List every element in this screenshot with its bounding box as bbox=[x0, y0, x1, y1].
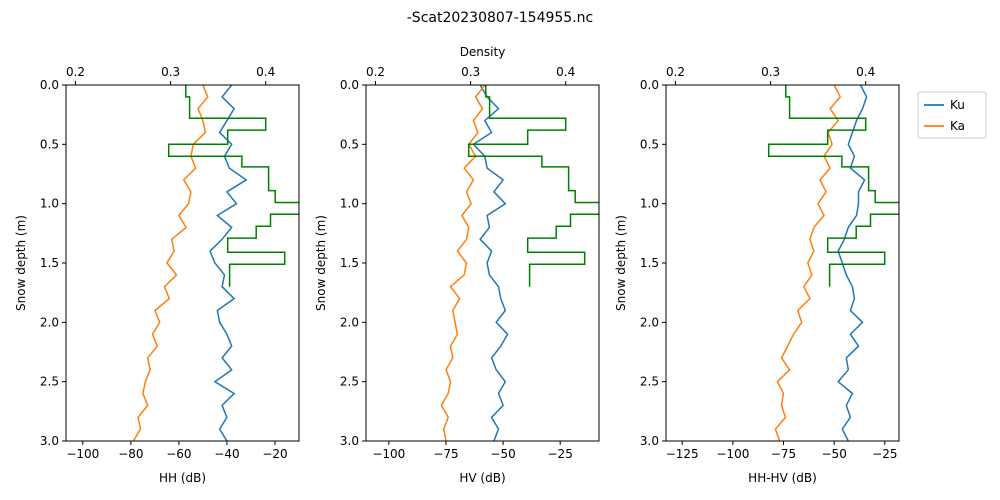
y-tick-label: 0.5 bbox=[40, 137, 59, 151]
y-axis-label: Snow depth (m) bbox=[14, 215, 28, 311]
legend-label-ka: Ka bbox=[950, 119, 965, 133]
legend-label-ku: Ku bbox=[950, 98, 965, 112]
x-tick-label: −100 bbox=[716, 447, 749, 461]
series-line-ka bbox=[774, 85, 842, 441]
panel-3: 0.0 0.5 1.0 1.5 2.0 2.5 3.0 −125 −100 −75 −50 −25 0.… bbox=[614, 65, 900, 485]
y-tick-label: 1.0 bbox=[40, 197, 59, 211]
x-tick-label: −100 bbox=[66, 447, 99, 461]
y-tick-label: 0.0 bbox=[340, 78, 359, 92]
legend: Ku Ka bbox=[917, 91, 987, 139]
series-line-ku bbox=[209, 85, 248, 441]
x-tick-label: −40 bbox=[214, 447, 239, 461]
density-step-line bbox=[467, 85, 599, 287]
y-tick-label: 1.0 bbox=[340, 197, 359, 211]
series-line-ku bbox=[837, 85, 868, 441]
y-axis-label: Snow depth (m) bbox=[614, 215, 628, 311]
x-tick-label: −25 bbox=[548, 447, 573, 461]
x-tick-label: −80 bbox=[118, 447, 143, 461]
y-tick-label: 0.5 bbox=[340, 137, 359, 151]
density-axis-label: Density bbox=[460, 45, 506, 59]
density-tick-label: 0.2 bbox=[66, 65, 85, 79]
y-axis-label: Snow depth (m) bbox=[314, 215, 328, 311]
x-tick-label: −100 bbox=[372, 447, 405, 461]
y-tick-label: 1.5 bbox=[340, 256, 359, 270]
density-tick-label: 0.3 bbox=[461, 65, 480, 79]
x-tick-label: −75 bbox=[771, 447, 796, 461]
x-axis-label: HH-HV (dB) bbox=[748, 471, 817, 485]
series-line-ka bbox=[132, 85, 209, 441]
y-tick-label: 2.5 bbox=[340, 375, 359, 389]
density-tick-label: 0.4 bbox=[556, 65, 575, 79]
panel-2: 0.0 0.5 1.0 1.5 2.0 2.5 3.0 −100 −75 −50 −25 0.2 0.3… bbox=[314, 45, 600, 485]
density-tick-label: 0.3 bbox=[761, 65, 780, 79]
x-tick-label: −20 bbox=[262, 447, 287, 461]
y-tick-label: 2.0 bbox=[640, 315, 659, 329]
y-tick-label: 2.0 bbox=[340, 315, 359, 329]
x-tick-label: −25 bbox=[872, 447, 897, 461]
x-tick-label: −60 bbox=[166, 447, 191, 461]
density-step-line bbox=[767, 85, 899, 287]
y-tick-label: 1.0 bbox=[640, 197, 659, 211]
y-tick-label: 3.0 bbox=[40, 434, 59, 448]
y-tick-label: 0.5 bbox=[640, 137, 659, 151]
density-step-line bbox=[167, 85, 299, 287]
y-tick-label: 0.0 bbox=[40, 78, 59, 92]
series-line-ka bbox=[440, 85, 486, 441]
y-tick-label: 3.0 bbox=[340, 434, 359, 448]
x-tick-label: −50 bbox=[490, 447, 515, 461]
x-axis-label: HV (dB) bbox=[459, 471, 505, 485]
y-tick-label: 0.0 bbox=[640, 78, 659, 92]
series-line-ku bbox=[472, 85, 509, 441]
plot-frame bbox=[665, 84, 900, 442]
y-tick-label: 2.5 bbox=[40, 375, 59, 389]
x-axis-label: HH (dB) bbox=[159, 471, 206, 485]
y-tick-label: 2.5 bbox=[640, 375, 659, 389]
y-tick-label: 2.0 bbox=[40, 315, 59, 329]
figure-title: -Scat20230807-154955.nc bbox=[407, 10, 593, 26]
y-tick-label: 3.0 bbox=[640, 434, 659, 448]
x-tick-label: −50 bbox=[822, 447, 847, 461]
density-tick-label: 0.3 bbox=[161, 65, 180, 79]
y-tick-label: 1.5 bbox=[640, 256, 659, 270]
density-tick-label: 0.4 bbox=[856, 65, 875, 79]
x-tick-label: −125 bbox=[666, 447, 699, 461]
density-tick-label: 0.4 bbox=[256, 65, 275, 79]
plot-frame bbox=[65, 84, 300, 442]
density-tick-label: 0.2 bbox=[366, 65, 385, 79]
panels: 0.0 0.5 1.0 1.5 2.0 2.5 3.0 −100 −80 −60 −40 −20 0.2… bbox=[14, 45, 900, 485]
x-tick-label: −75 bbox=[433, 447, 458, 461]
density-tick-label: 0.2 bbox=[666, 65, 685, 79]
y-tick-label: 1.5 bbox=[40, 256, 59, 270]
panel-1: 0.0 0.5 1.0 1.5 2.0 2.5 3.0 −100 −80 −60 −40 −20 0.2… bbox=[14, 65, 300, 485]
